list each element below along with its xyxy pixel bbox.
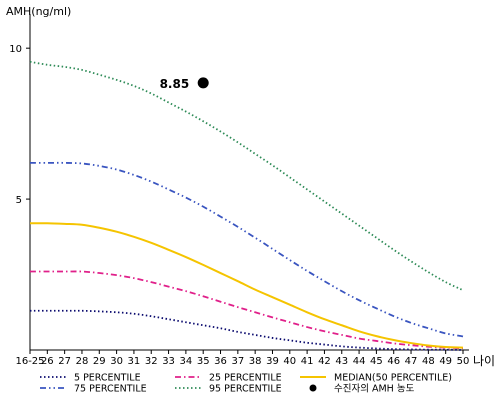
y-axis-label: AMH(ng/ml)	[6, 5, 71, 18]
x-axis-label: 나이	[473, 354, 495, 368]
legend: 5 PERCENTILE 25 PERCENTILE MEDIAN(50 PERCE…	[40, 373, 452, 395]
x-tick-label: 27	[58, 356, 71, 367]
legend-point-label: 수진자의 AMH 농도	[334, 384, 415, 395]
series-line-2	[29, 222, 464, 349]
y-tick-labels: 5 10	[9, 44, 30, 206]
x-tick-label: 34	[180, 356, 193, 367]
x-tick-label: 41	[301, 356, 314, 367]
x-tick-label: 35	[197, 356, 210, 367]
legend-label-3: 75 PERCENTILE	[74, 384, 147, 395]
x-tick-label: 32	[145, 356, 158, 367]
axes	[29, 14, 469, 351]
x-tick-label: 43	[335, 356, 348, 367]
legend-label-4: 95 PERCENTILE	[209, 384, 282, 395]
y-tick-label: 10	[9, 44, 22, 55]
x-tick-label: 38	[249, 356, 262, 367]
legend-point-marker	[309, 384, 317, 392]
x-tick-label: 37	[231, 356, 244, 367]
x-tick-label: 28	[76, 356, 89, 367]
x-tick-label: 39	[266, 356, 279, 367]
x-tick-label: 40	[283, 356, 296, 367]
legend-label-2: MEDIAN(50 PERCENTILE)	[334, 373, 452, 384]
x-tick-label: 47	[405, 356, 418, 367]
y-tick-label: 5	[16, 195, 22, 206]
series-line-1	[30, 270, 464, 350]
series-lines	[29, 60, 464, 351]
x-tick-label: 31	[128, 356, 141, 367]
legend-label-0: 5 PERCENTILE	[74, 373, 141, 384]
x-tick-label: 49	[439, 356, 452, 367]
x-tick-label: 45	[370, 356, 383, 367]
patient-point-label: 8.85	[160, 77, 190, 91]
series-line-3	[29, 161, 464, 338]
patient-point-layer: 8.85	[160, 77, 209, 91]
x-tick-label: 42	[318, 356, 331, 367]
x-tick-label: 26	[41, 356, 54, 367]
x-tick-label: 50	[457, 356, 470, 367]
legend-label-1: 25 PERCENTILE	[209, 373, 282, 384]
x-tick-label: 29	[93, 356, 106, 367]
x-tick-label: 33	[162, 356, 175, 367]
x-tick-label: 36	[214, 356, 227, 367]
x-tick-label: 16-25	[15, 356, 44, 367]
series-line-4	[29, 60, 464, 292]
x-tick-label: 48	[422, 356, 435, 367]
patient-point	[197, 77, 209, 89]
x-tick-label: 46	[387, 356, 400, 367]
x-tick-label: 30	[110, 356, 123, 367]
series-line-0	[30, 309, 464, 351]
x-tick-label: 44	[353, 356, 366, 367]
